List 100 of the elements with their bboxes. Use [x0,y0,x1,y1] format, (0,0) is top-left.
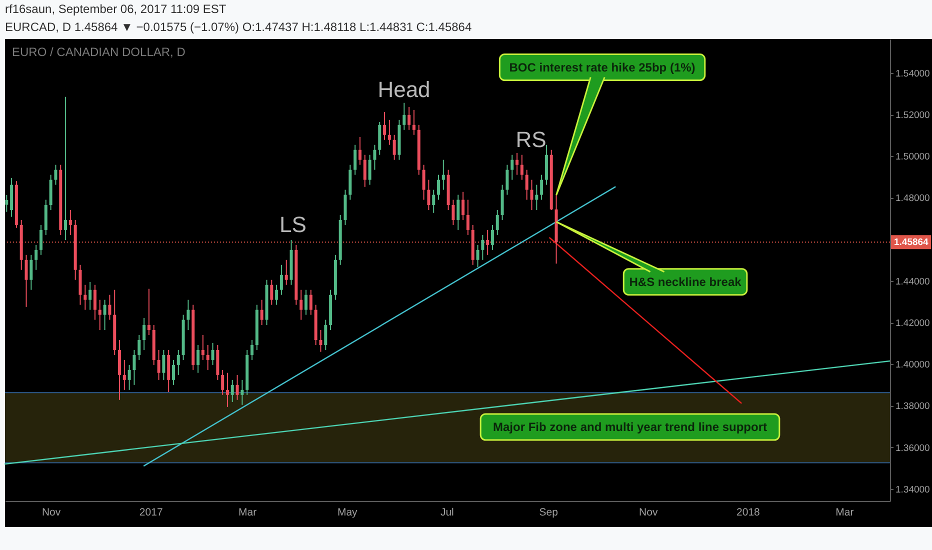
candlestick [300,289,303,320]
candlestick [486,229,490,256]
candlestick [383,112,386,140]
candlestick [490,224,494,250]
candlestick [34,244,38,270]
candlestick [319,330,322,352]
candlestick [108,294,112,320]
candlestick [368,154,372,186]
chart-title: rf16saun, September 06, 2017 11:09 EST [5,2,227,16]
candlestick [211,342,214,366]
candlestick [530,179,534,210]
candlestick [68,209,72,236]
candlestick [412,109,416,136]
candlestick [442,159,445,190]
x-tick-label: Mar [238,506,258,518]
candlestick [128,364,131,390]
y-tick-label: 1.40000 [896,360,930,371]
x-tick-label: Sep [539,506,558,518]
candlestick [196,344,200,374]
candlestick [275,284,278,306]
candlestick [236,374,239,400]
candlestick [476,244,480,268]
x-tick-label: May [337,506,358,518]
candlestick [520,154,524,180]
y-tick-label: 1.38000 [896,401,930,412]
candlestick [452,199,455,226]
x-tick-label: Nov [42,506,62,518]
x-tick-label: Mar [836,506,854,518]
candlestick [358,136,362,166]
candlestick [535,184,538,210]
y-tick-label: 1.50000 [896,152,930,163]
candlestick [408,106,411,130]
candlestick [5,194,8,212]
candlestick [138,334,141,360]
candlestick [39,224,42,256]
y-tick-label: 1.34000 [896,484,930,496]
candlestick [142,317,146,350]
annotation: LS [280,212,306,237]
candlestick [122,359,126,390]
candlestick [64,96,68,240]
candlestick [250,339,254,360]
y-tick-label: 1.44000 [896,276,930,288]
candlestick [30,254,33,290]
candlestick [284,259,288,286]
candlestick [162,349,166,380]
candlestick [93,284,96,320]
candlestick [432,189,436,214]
candlestick [324,319,328,350]
candlestick [176,349,180,376]
x-tick-label: 2018 [736,506,760,518]
ref-line-label: 1.45864 [894,237,930,248]
candlestick [24,254,28,308]
candlestick [392,134,396,160]
annotation: Head [378,77,430,102]
candlestick [402,102,406,130]
candlestick [280,264,283,296]
candlestick [466,199,470,236]
candlestick [354,144,357,176]
candlestick [172,359,175,386]
x-tick-label: Jul [440,506,454,518]
candlestick [201,334,204,360]
candlestick [103,299,106,331]
candlestick [525,169,528,200]
candlestick [304,289,308,316]
candlestick [98,299,102,331]
candlestick [481,234,484,260]
candlestick [206,344,210,370]
candlestick [226,372,229,408]
annotation: RS [516,127,546,152]
candlestick [132,349,136,386]
annotation: EURO / CANADIAN DOLLAR, D [12,45,186,59]
candlestick [516,152,519,176]
y-tick-label: 1.52000 [896,110,930,122]
candlestick [88,281,92,310]
candlestick [260,299,264,326]
candlestick [506,164,509,196]
candlestick [54,164,58,186]
chart-subtitle: EURCAD, D 1.45864 ▼ −0.01575 (−1.07%) O:1.47437 H:1.48118 L:1.44831 C:1.45864 [5,20,472,34]
candlestick [427,179,430,210]
candlestick [388,119,391,146]
candlestick [309,289,312,316]
candlestick [186,299,190,331]
candlestick [230,379,234,402]
annotation: Major Fib zone and multi year trend line support [492,420,768,434]
candlestick [84,284,87,310]
candlestick [456,194,460,230]
candlestick [363,154,366,188]
candlestick [510,154,514,180]
x-tick-label: 2017 [139,506,163,518]
y-tick-label: 1.36000 [896,442,930,454]
candlestick [373,144,376,170]
candlestick [540,174,544,200]
y-tick-label: 1.54000 [896,68,930,80]
y-tick-label: 1.42000 [896,318,930,330]
y-tick-label: 1.48000 [896,193,930,204]
candlestick [221,369,224,396]
annotation: H&S neckline break [629,274,742,289]
candlestick [422,164,426,200]
candlestick [462,191,465,220]
candlestick [147,288,150,336]
